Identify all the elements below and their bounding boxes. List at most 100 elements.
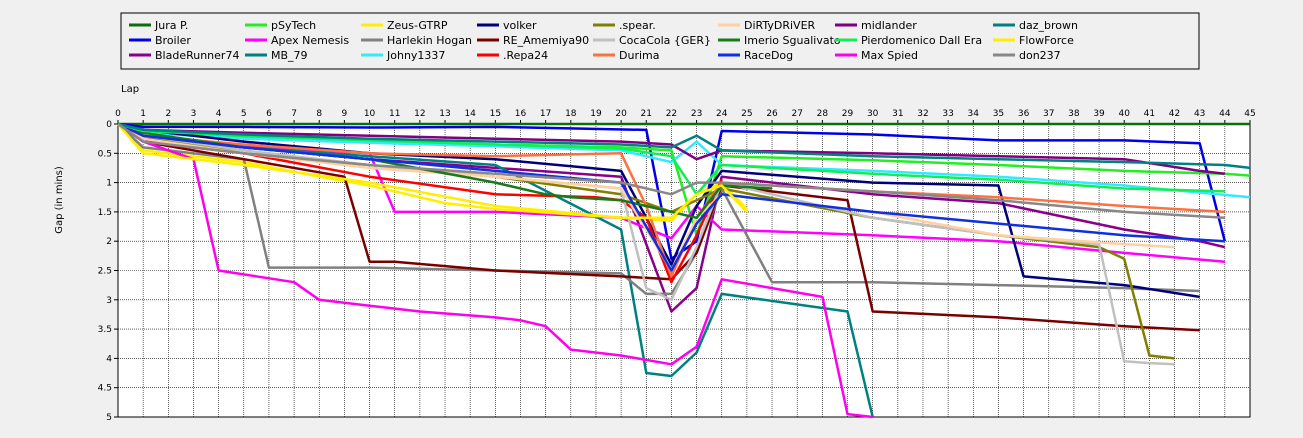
x-tick-label: 12	[414, 109, 425, 119]
series-line-19	[117, 122, 1225, 176]
series-lines	[117, 122, 1251, 419]
x-tick-label: 13	[439, 109, 450, 119]
x-tick-label: 7	[291, 109, 297, 119]
y-tick-label: 0	[106, 120, 112, 130]
x-tick-label: 16	[515, 109, 527, 119]
series-line-9	[117, 122, 1251, 199]
x-tick-label: 35	[993, 109, 1004, 119]
y-tick-label: 1.5	[98, 208, 112, 218]
x-tick-label: 30	[867, 109, 879, 119]
series-line-15	[117, 122, 1225, 278]
x-tick-label: 24	[716, 109, 728, 119]
x-tick-label: 1	[140, 109, 146, 119]
legend-label: daz_brown	[1019, 19, 1078, 32]
legend-label: Zeus-GTRP	[387, 19, 448, 32]
x-tick-label: 9	[342, 109, 348, 119]
legend-label: CocaCola {GER}	[619, 34, 711, 47]
axis-ticks: 0 1 2 3 4 5 6 7 8 9 10 11 12 13 14 15 16 17 18 19 20 21 22 23 24…	[98, 109, 1256, 423]
x-tick-label: 10	[364, 109, 376, 119]
x-tick-label: 14	[464, 109, 476, 119]
legend-label: Pierdomenico Dall Era	[861, 34, 982, 47]
x-tick-label: 38	[1068, 109, 1080, 119]
x-tick-label: 41	[1144, 109, 1155, 119]
legend-label: Harlekin Hogan	[387, 34, 472, 47]
legend-label: MB_79	[271, 49, 308, 62]
x-tick-label: 44	[1219, 109, 1231, 119]
x-tick-label: 26	[766, 109, 778, 119]
series-line-21	[117, 122, 873, 419]
legend: Jura P. Broiler BladeRunner74 pSyTech Apex N…	[129, 19, 1078, 62]
y-tick-label: 3.5	[98, 325, 112, 335]
legend-label: Imerio Sgualivato	[744, 34, 841, 47]
x-tick-label: 25	[741, 109, 752, 119]
series-line-23	[117, 123, 748, 220]
x-tick-label: 4	[216, 109, 222, 119]
x-tick-label: 31	[892, 109, 903, 119]
legend-label: Max Spied	[861, 49, 918, 62]
legend-label: volker	[503, 19, 537, 32]
x-tick-label: 15	[490, 109, 501, 119]
legend-label: Johny1337	[386, 49, 445, 62]
x-tick-label: 6	[266, 109, 272, 119]
x-tick-label: 2	[165, 109, 171, 119]
legend-label: RaceDog	[744, 49, 793, 62]
series-line-11	[117, 122, 1200, 332]
x-tick-label: 34	[968, 109, 980, 119]
x-tick-label: 28	[817, 109, 829, 119]
legend-label: midlander	[861, 19, 917, 32]
x-tick-label: 37	[1043, 109, 1054, 119]
legend-label: .Repa24	[503, 49, 548, 62]
x-tick-label: 18	[565, 109, 577, 119]
x-tick-label: 8	[316, 109, 322, 119]
series-line-18	[117, 122, 1225, 272]
y-tick-label: 5	[106, 413, 112, 423]
legend-label: .spear.	[619, 19, 656, 32]
x-tick-label: 40	[1118, 109, 1130, 119]
y-tick-label: 2	[106, 237, 112, 247]
x-tick-label: 0	[115, 109, 121, 119]
x-tick-label: 33	[942, 109, 953, 119]
series-line-24	[117, 122, 1225, 220]
y-tick-label: 0.5	[98, 149, 112, 159]
x-tick-label: 22	[666, 109, 677, 119]
legend-label: RE_Amemiya90	[503, 34, 589, 47]
x-tick-label: 21	[641, 109, 652, 119]
x-tick-label: 23	[691, 109, 702, 119]
x-tick-label: 20	[615, 109, 627, 119]
x-tick-label: 3	[191, 109, 197, 119]
x-tick-label: 43	[1194, 109, 1205, 119]
x-tick-label: 29	[842, 109, 854, 119]
legend-label: pSyTech	[271, 19, 316, 32]
x-tick-label: 17	[540, 109, 551, 119]
legend-label: don237	[1019, 49, 1061, 62]
legend-label: BladeRunner74	[155, 49, 239, 62]
x-tick-label: 32	[917, 109, 928, 119]
x-tick-label: 27	[791, 109, 802, 119]
legend-box	[120, 12, 1200, 70]
x-tick-label: 42	[1169, 109, 1180, 119]
y-tick-label: 3	[106, 296, 112, 306]
x-tick-label: 19	[590, 109, 602, 119]
y-tick-label: 4.5	[98, 384, 112, 394]
y-tick-label: 1	[106, 179, 112, 189]
x-tick-label: 45	[1244, 109, 1255, 119]
x-tick-label: 11	[389, 109, 400, 119]
legend-label: Durima	[619, 49, 659, 62]
legend-label: Jura P.	[154, 19, 188, 32]
series-line-14	[117, 122, 1175, 366]
x-tick-label: 5	[241, 109, 247, 119]
x-tick-label: 36	[1018, 109, 1030, 119]
x-axis-title: Lap	[121, 84, 139, 95]
y-axis-title: Gap (in mins)	[54, 166, 65, 234]
series-line-22	[117, 122, 1251, 170]
y-tick-label: 2.5	[98, 267, 112, 277]
x-tick-label: 39	[1093, 109, 1105, 119]
legend-label: Apex Nemesis	[271, 34, 349, 47]
y-tick-label: 4	[106, 354, 112, 364]
series-line-10	[117, 122, 1200, 299]
legend-label: DiRTyDRiVER	[744, 19, 816, 32]
legend-label: Broiler	[155, 34, 191, 47]
legend-label: FlowForce	[1019, 34, 1074, 47]
